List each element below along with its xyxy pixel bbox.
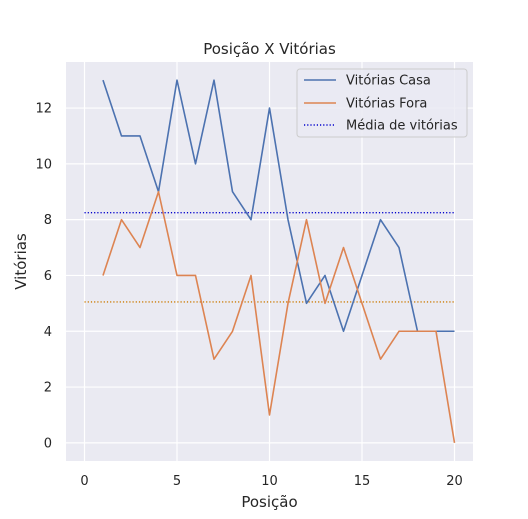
- legend-label-casa: Vitórias Casa: [346, 74, 431, 89]
- y-tick-label: 2: [44, 381, 52, 396]
- y-tick-label: 12: [35, 102, 52, 117]
- x-axis-label: Posição: [241, 493, 297, 511]
- series-line-1: [102, 190, 456, 443]
- y-tick-label: 4: [44, 325, 52, 340]
- x-tick-label: 15: [354, 474, 371, 489]
- y-tick-label: 8: [44, 213, 52, 228]
- x-tick-label: 5: [173, 474, 181, 489]
- x-tick-label: 10: [261, 474, 278, 489]
- x-tick-labels: 0 5 10 15 20: [80, 474, 462, 489]
- y-tick-labels: 0 2 4 6 8 10 12: [35, 102, 52, 452]
- chart-title: Posição X Vitórias: [203, 40, 336, 58]
- y-tick-label: 10: [35, 157, 52, 172]
- series-lines: [102, 79, 456, 443]
- legend-box: [296, 68, 468, 138]
- x-tick-label: 20: [446, 474, 463, 489]
- y-tick-label: 6: [44, 269, 52, 284]
- y-tick-label: 0: [44, 436, 52, 451]
- grid: [66, 62, 473, 461]
- y-axis-label: Vitórias: [12, 233, 30, 290]
- legend: Vitórias Casa Vitórias Fora Média de vit…: [296, 68, 468, 138]
- series-line-0: [102, 79, 455, 333]
- legend-label-media: Média de vitórias: [346, 119, 458, 134]
- x-tick-label: 0: [80, 474, 88, 489]
- reference-lines: [84, 211, 455, 303]
- legend-label-fora: Vitórias Fora: [346, 97, 427, 112]
